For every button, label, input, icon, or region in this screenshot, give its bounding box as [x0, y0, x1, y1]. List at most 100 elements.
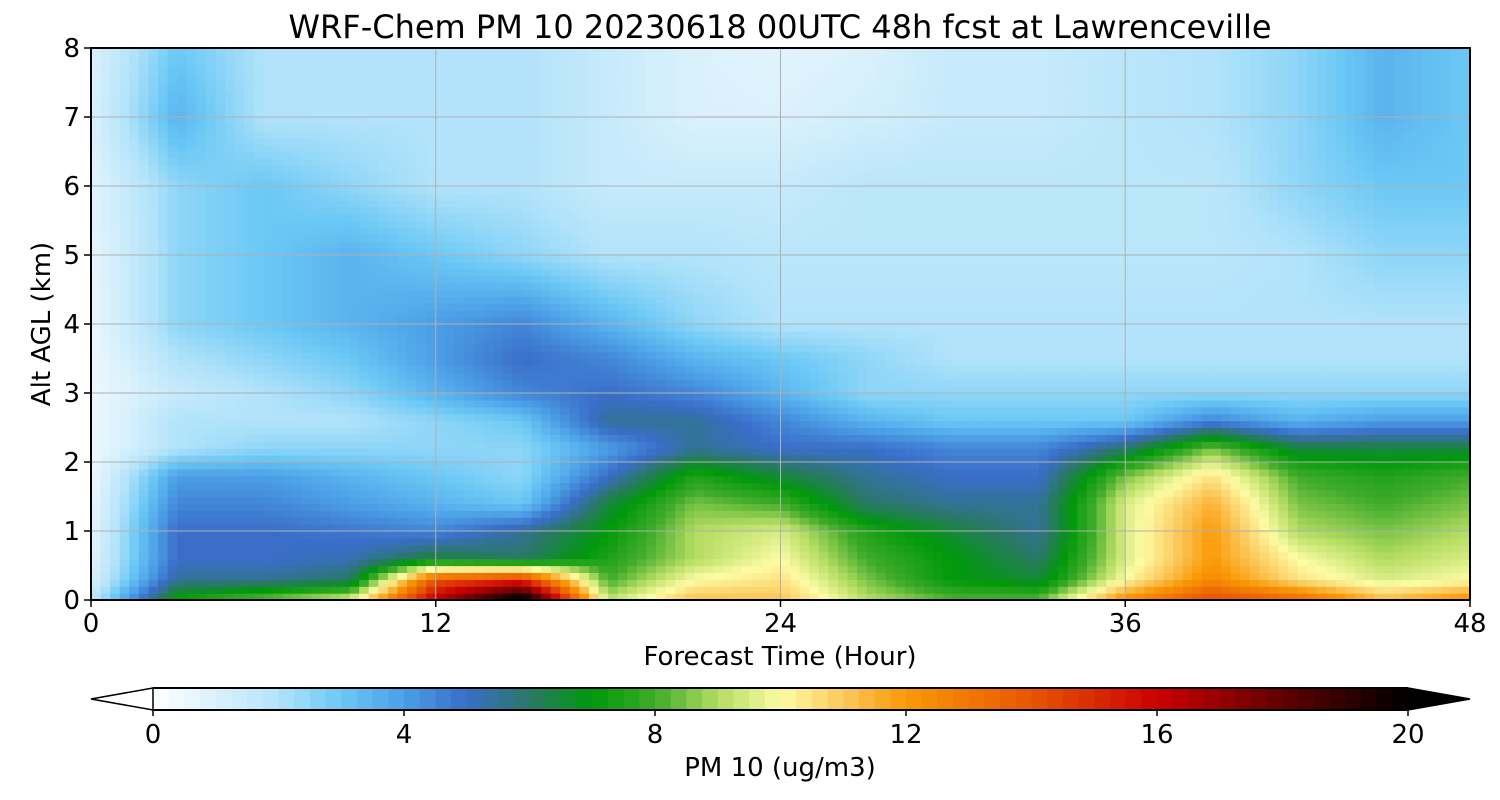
- heatmap-cell: [588, 406, 600, 415]
- heatmap-cell: [1029, 496, 1040, 504]
- heatmap-cell: [1450, 399, 1462, 408]
- heatmap-cell: [1374, 448, 1385, 456]
- heatmap-cell: [387, 420, 399, 429]
- heatmap-cell: [292, 565, 303, 573]
- heatmap-cell: [129, 537, 140, 546]
- heatmap-cell: [809, 572, 820, 580]
- heatmap-cell: [1125, 551, 1136, 560]
- heatmap-cell: [1134, 531, 1146, 539]
- heatmap-cell: [569, 372, 580, 380]
- heatmap-cell: [359, 572, 370, 580]
- heatmap-cell: [1335, 572, 1347, 580]
- heatmap-cell: [225, 565, 236, 573]
- heatmap-cell: [732, 475, 743, 484]
- heatmap-cell: [1316, 593, 1327, 601]
- heatmap-cell: [512, 531, 523, 539]
- heatmap-cell: [1182, 524, 1193, 532]
- heatmap-cell: [1029, 524, 1040, 532]
- heatmap-cell: [1048, 579, 1059, 587]
- heatmap-cell: [1431, 413, 1442, 422]
- heatmap-cell: [1364, 510, 1375, 518]
- heatmap-cell: [1221, 406, 1232, 415]
- heatmap-cell: [263, 379, 274, 387]
- heatmap-cell: [1259, 427, 1270, 435]
- heatmap-cell: [1144, 468, 1155, 477]
- heatmap-cell: [521, 551, 533, 560]
- heatmap-cell: [1144, 593, 1155, 601]
- heatmap-cell: [272, 558, 284, 567]
- heatmap-cell: [454, 475, 466, 484]
- heatmap-cell: [991, 468, 1002, 477]
- heatmap-cell: [292, 531, 303, 539]
- heatmap-cell: [234, 462, 245, 470]
- heatmap-cell: [790, 551, 801, 560]
- heatmap-cell: [828, 551, 839, 560]
- heatmap-cell: [1039, 386, 1050, 394]
- heatmap-cell: [713, 475, 724, 484]
- heatmap-cell: [177, 524, 188, 532]
- heatmap-cell: [1163, 455, 1174, 463]
- heatmap-cell: [1039, 551, 1050, 560]
- heatmap-cell: [1412, 455, 1423, 463]
- heatmap-cell: [311, 468, 322, 477]
- heatmap-cell: [282, 358, 293, 366]
- heatmap-cell: [904, 365, 916, 373]
- heatmap-cell: [943, 365, 954, 373]
- heatmap-cell: [531, 572, 542, 580]
- heatmap-cell: [541, 565, 552, 573]
- heatmap-cell: [1278, 517, 1289, 525]
- heatmap-cell: [407, 510, 418, 518]
- heatmap-cell: [1163, 475, 1174, 484]
- heatmap-cell: [186, 448, 197, 456]
- heatmap-cell: [713, 489, 724, 498]
- heatmap-cell: [636, 482, 648, 491]
- heatmap-cell: [1029, 565, 1040, 573]
- heatmap-cell: [847, 386, 858, 394]
- heatmap-cell: [177, 551, 188, 560]
- heatmap-cell: [550, 496, 561, 504]
- heatmap-cell: [186, 531, 197, 539]
- heatmap-cell: [1278, 572, 1289, 580]
- heatmap-cell: [502, 586, 513, 594]
- heatmap-cell: [1412, 551, 1423, 560]
- heatmap-cell: [809, 427, 820, 435]
- heatmap-cell: [320, 572, 332, 580]
- heatmap-cell: [359, 524, 370, 532]
- heatmap-cell: [234, 413, 245, 422]
- heatmap-cell: [186, 462, 197, 470]
- heatmap-cell: [914, 537, 925, 546]
- heatmap-cell: [780, 406, 791, 415]
- heatmap-cell: [454, 427, 466, 435]
- heatmap-cell: [541, 455, 552, 463]
- heatmap-cell: [234, 593, 245, 601]
- heatmap-cell: [282, 427, 293, 435]
- heatmap-cell: [560, 531, 571, 539]
- heatmap-cell: [1058, 579, 1069, 587]
- heatmap-cell: [1211, 496, 1222, 504]
- heatmap-cell: [1307, 455, 1318, 463]
- heatmap-cell: [292, 558, 303, 567]
- heatmap-cell: [1345, 558, 1356, 567]
- heatmap-cell: [1144, 586, 1155, 594]
- heatmap-cell: [119, 551, 130, 560]
- heatmap-cell: [1345, 448, 1356, 456]
- heatmap-cell: [339, 579, 351, 587]
- heatmap-cell: [1249, 427, 1260, 435]
- heatmap-cell: [521, 558, 533, 567]
- heatmap-cell: [1221, 427, 1232, 435]
- heatmap-cell: [761, 358, 772, 366]
- heatmap-cell: [445, 489, 456, 498]
- heatmap-cell: [1106, 537, 1117, 546]
- heatmap-cell: [1460, 448, 1471, 456]
- heatmap-cell: [627, 434, 638, 442]
- heatmap-cell: [186, 372, 197, 380]
- heatmap-cell: [1048, 420, 1059, 429]
- heatmap-cell: [646, 482, 657, 491]
- heatmap-cell: [828, 399, 839, 408]
- heatmap-cell: [148, 427, 159, 435]
- heatmap-cell: [904, 496, 916, 504]
- heatmap-cell: [464, 365, 475, 373]
- heatmap-cell: [924, 531, 935, 539]
- heatmap-cell: [119, 544, 130, 553]
- heatmap-cell: [1000, 572, 1011, 580]
